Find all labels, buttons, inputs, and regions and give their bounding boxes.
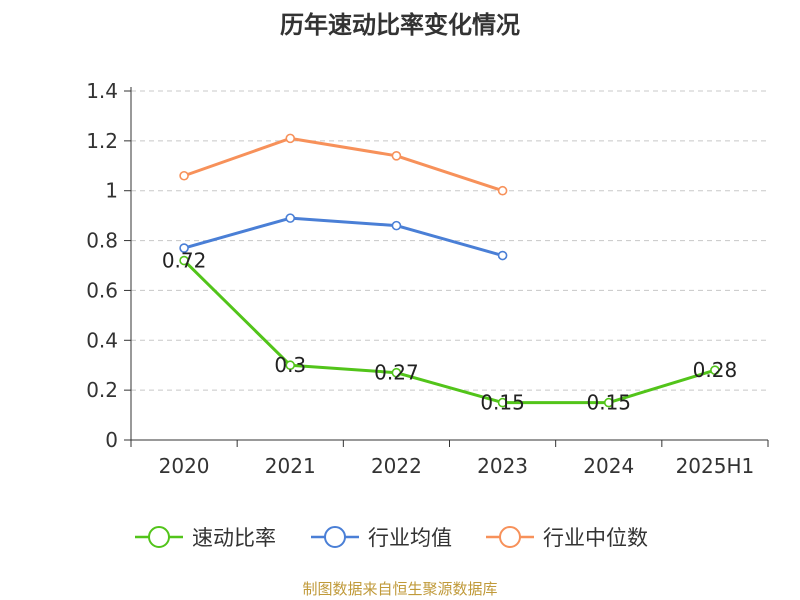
data-point xyxy=(179,170,189,181)
legend-label: 行业均值 xyxy=(368,526,452,550)
x-tick-label: 2021 xyxy=(265,454,316,478)
data-label: 0.15 xyxy=(480,391,525,415)
series-line xyxy=(183,136,504,193)
x-tick-label: 2022 xyxy=(371,454,422,478)
x-tick-label: 2024 xyxy=(583,454,634,478)
series-line xyxy=(183,216,503,257)
y-tick-label: 0.2 xyxy=(86,378,118,402)
legend: 速动比率 行业均值 行业中位数 xyxy=(135,526,648,550)
data-label: 0.28 xyxy=(693,358,738,382)
y-tick-label: 0.6 xyxy=(86,278,118,302)
axes: 0 0.2 0.4 0.6 0.8 1 1.2 1.4 2020 2021 2022 2023 2024… xyxy=(86,79,769,478)
data-point xyxy=(497,185,508,196)
legend-marker xyxy=(499,526,521,548)
data-point xyxy=(497,397,508,408)
data-point xyxy=(391,220,402,231)
legend-label: 行业中位数 xyxy=(543,526,648,550)
data-point xyxy=(179,255,189,266)
x-tick-label: 2025H1 xyxy=(676,454,755,478)
legend-marker xyxy=(148,526,170,548)
data-label: 0.72 xyxy=(162,249,207,273)
x-tick-label: 2020 xyxy=(159,454,210,478)
series-line xyxy=(183,259,716,405)
y-tick-label: 0.8 xyxy=(86,229,118,253)
data-point xyxy=(497,250,508,261)
data-point xyxy=(391,151,402,161)
legend-marker xyxy=(324,526,346,548)
legend-item: 行业中位数 xyxy=(486,526,648,550)
series-layer xyxy=(179,133,720,408)
series-2 xyxy=(179,133,508,196)
data-point xyxy=(391,367,402,378)
legend-item: 速动比率 xyxy=(135,526,276,550)
series-1 xyxy=(179,213,508,261)
y-tick-label: 1 xyxy=(105,179,118,203)
data-point xyxy=(710,365,720,376)
legend-item: 行业均值 xyxy=(311,526,452,550)
data-point xyxy=(179,243,189,253)
chart-title: 历年速动比率变化情况 xyxy=(280,11,520,39)
y-tick-label: 1.2 xyxy=(86,129,118,153)
data-label: 0.3 xyxy=(274,353,306,377)
data-point xyxy=(285,133,296,144)
y-tick-label: 0 xyxy=(105,428,118,452)
data-label: 0.15 xyxy=(586,391,631,415)
series-0 xyxy=(179,255,720,408)
x-tick-label: 2023 xyxy=(477,454,528,478)
data-point xyxy=(285,213,296,223)
data-label: 0.27 xyxy=(374,361,419,385)
data-point xyxy=(603,397,614,408)
y-tick-label: 1.4 xyxy=(86,79,118,103)
data-labels: 0.72 0.3 0.27 0.15 0.15 0.28 xyxy=(162,249,737,415)
legend-label: 速动比率 xyxy=(192,526,276,550)
data-point xyxy=(285,360,296,371)
y-tick-label: 0.4 xyxy=(86,328,118,352)
source-note: 制图数据来自恒生聚源数据库 xyxy=(302,580,497,598)
